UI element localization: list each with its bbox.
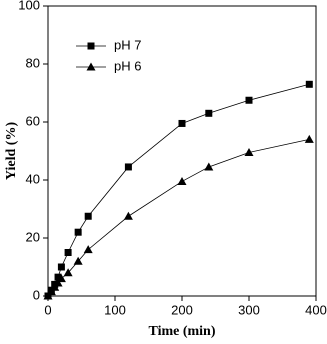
y-tick-label: 20 [26,229,40,244]
data-point [305,80,313,88]
legend-label: pH 6 [114,58,141,73]
data-point [124,163,132,171]
data-point [304,134,314,143]
legend-label: pH 7 [114,37,141,52]
data-point [74,228,82,236]
x-tick-label: 100 [104,302,126,317]
data-point [244,147,254,156]
data-point [205,109,213,117]
data-point [50,282,60,291]
y-tick-label: 100 [18,0,40,12]
data-point [57,263,65,271]
data-point [83,245,93,254]
data-point [84,212,92,220]
data-point [177,176,187,185]
data-point [53,278,63,287]
data-point [73,256,83,265]
data-point [245,96,253,104]
x-axis-title: Time (min) [148,324,215,339]
data-point [43,291,53,300]
data-point [54,273,62,281]
y-axis-title: Yield (%) [4,122,19,181]
legend-marker [86,62,96,71]
x-tick-label: 200 [171,302,193,317]
x-tick-label: 0 [44,302,51,317]
data-point [123,211,133,220]
y-tick-label: 60 [26,113,40,128]
y-tick-label: 80 [26,55,40,70]
data-point [64,249,72,256]
data-point [178,119,186,127]
data-point [204,162,214,171]
x-tick-label: 400 [305,302,327,317]
x-tick-label: 300 [238,302,260,317]
y-tick-label: 40 [26,171,40,186]
data-point [56,274,66,283]
series-line [47,83,310,297]
data-point [63,268,73,277]
legend-marker [87,42,95,50]
y-tick-label: 0 [33,287,40,302]
data-point [46,287,56,296]
